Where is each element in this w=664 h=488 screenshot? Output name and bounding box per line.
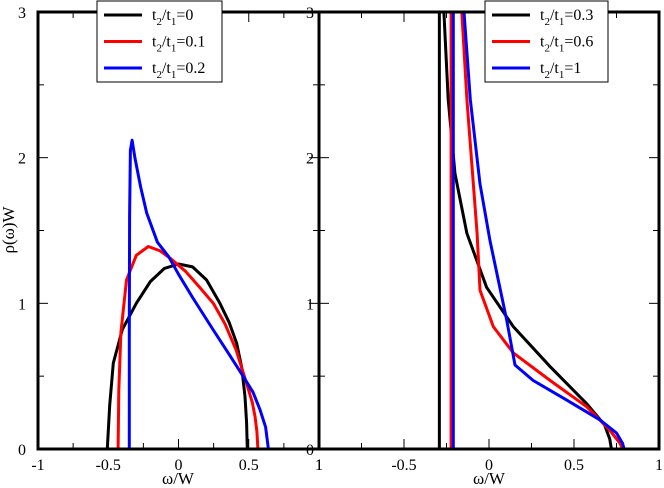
x-tick-label: -1 [31, 457, 44, 474]
y-tick-label: 1 [18, 296, 26, 313]
x-tick-label: 1 [315, 457, 323, 474]
x-tick-label: 0 [485, 457, 493, 474]
x-tick-label: -0.5 [391, 457, 416, 474]
legend-label: t2/t1=0.1 [152, 34, 205, 55]
series-line-t2/t1=0.2 [127, 138, 270, 449]
x-axis-label-right: ω/W [473, 469, 506, 488]
legend-label: t2/t1=0.6 [540, 34, 593, 55]
series-line-t2/t1=1 [462, 12, 626, 449]
legend-label: t2/t1=0 [152, 7, 193, 28]
x-tick-label: 1 [315, 457, 323, 474]
y-tick-label: 3 [18, 5, 26, 22]
legend-label: t2/t1=1 [540, 60, 581, 81]
y-tick-label: 2 [306, 151, 314, 168]
y-tick-label: 0 [18, 442, 26, 459]
series-line-t2/t1=0.1 [116, 245, 260, 449]
x-tick-label: 0.5 [239, 457, 259, 474]
y-tick-label: 0 [306, 442, 314, 459]
x-axis-label-left: ω/W [162, 469, 195, 488]
x-tick-label: 0.5 [564, 457, 584, 474]
legend: t2/t1=0 t2/t1=0.1 t2/t1=0.2 [96, 0, 223, 83]
x-tick-label: 1 [655, 457, 663, 474]
y-tick-label: 1 [306, 296, 314, 313]
y-axis-label: ρ(ω)W [0, 206, 18, 254]
legend-label: t2/t1=0.2 [152, 60, 205, 81]
x-tick-label: 0 [175, 457, 183, 474]
legend: t2/t1=0.3 t2/t1=0.6 t2/t1=1 [484, 0, 609, 83]
series-line-t2/t1=0.6 [460, 12, 625, 449]
legend-label: t2/t1=0.3 [540, 7, 593, 28]
y-tick-label: 2 [18, 151, 26, 168]
x-tick-label: -0.5 [96, 457, 121, 474]
y-tick-label: 3 [306, 5, 314, 22]
